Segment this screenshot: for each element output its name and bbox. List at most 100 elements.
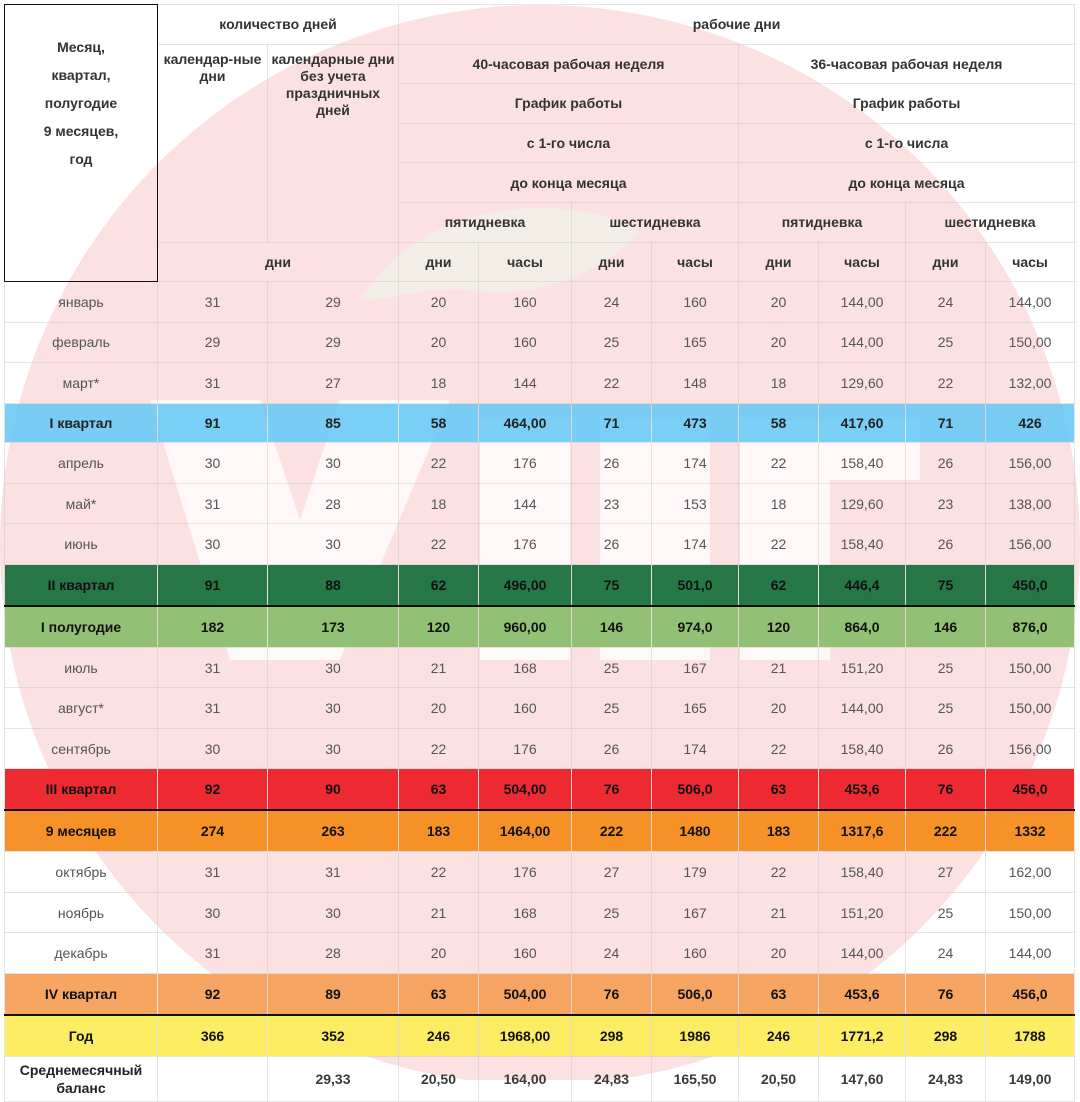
table-cell: 76 [905, 768, 986, 811]
table-cell: 21 [738, 891, 819, 934]
row-label: июль [4, 646, 158, 689]
summary-row: II квартал 91 88 62 496,00 75 501,0 62 446,4 75 45… [4, 563, 1076, 607]
table-row: сентябрь 30 30 22 176 26 174 22 158,40 26 156,00 [4, 727, 1076, 770]
table-cell: 25 [905, 687, 986, 729]
table-cell: 29 [157, 321, 268, 364]
calendar-table: Месяц, квартал, полугодие 9 месяцев, год кол… [4, 3, 1076, 1102]
table-cell: 129,60 [818, 482, 906, 525]
table-cell: 153 [651, 482, 739, 525]
table-cell: 62 [398, 563, 479, 607]
table-cell: 165,50 [651, 1055, 739, 1102]
table-cell: 58 [398, 402, 479, 444]
table-cell: 298 [571, 1013, 652, 1057]
table-cell: 1986 [651, 1013, 739, 1057]
table-cell: 158,40 [818, 442, 906, 484]
table-header: Месяц, квартал, полугодие 9 месяцев, год кол… [4, 3, 1076, 283]
hours-header: часы [984, 241, 1076, 283]
table-cell: 1464,00 [478, 809, 572, 853]
table-cell: 168 [478, 646, 572, 689]
table-cell: 22 [738, 851, 819, 893]
table-cell: 25 [571, 687, 652, 729]
summary-row: Год 366 352 246 1968,00 298 1986 246 1771,2 298 17… [4, 1013, 1076, 1057]
table-cell: 504,00 [478, 768, 572, 811]
table-cell: 63 [738, 768, 819, 811]
table-cell: 29 [267, 281, 399, 323]
table-cell: 90 [267, 768, 399, 811]
table-cell: 174 [651, 727, 739, 770]
table-cell: 876,0 [984, 604, 1076, 648]
week36-header: 36-часовая рабочая неделя [737, 43, 1076, 85]
table-cell: 453,6 [818, 972, 906, 1016]
table-cell: 92 [157, 768, 268, 811]
table-cell: 29 [267, 321, 399, 364]
table-cell: 22 [738, 523, 819, 565]
table-row: октябрь 31 31 22 176 27 179 22 158,40 27 162,00 [4, 851, 1076, 893]
row-label: I квартал [4, 402, 158, 444]
table-cell: 1788 [984, 1013, 1076, 1057]
table-cell: 165 [651, 687, 739, 729]
table-cell: 138,00 [984, 482, 1076, 525]
table-cell: 76 [905, 972, 986, 1016]
table-cell: 25 [571, 646, 652, 689]
table-cell: 174 [651, 442, 739, 484]
row-label: октябрь [4, 851, 158, 893]
days-count-header: количество дней [157, 4, 399, 45]
table-cell: 120 [738, 604, 819, 648]
table-cell: 26 [571, 727, 652, 770]
table-cell: 18 [738, 482, 819, 525]
table-cell: 28 [267, 932, 399, 974]
table-cell: 496,00 [478, 563, 572, 607]
table-cell: 26 [905, 442, 986, 484]
table-cell: 146 [905, 604, 986, 648]
table-cell: 246 [398, 1013, 479, 1057]
row-label: 9 месяцев [4, 809, 158, 853]
six-day-header-36: шестидневка [904, 201, 1076, 243]
table-cell: 146 [571, 604, 652, 648]
table-cell: 62 [738, 563, 819, 607]
table-cell: 25 [905, 321, 986, 364]
table-cell: 158,40 [818, 727, 906, 770]
table-cell: 456,0 [984, 972, 1076, 1016]
table-cell: 22 [398, 442, 479, 484]
table-cell: 71 [905, 402, 986, 444]
table-cell: 76 [571, 768, 652, 811]
table-body: январь 31 29 20 160 24 160 20 144,00 24 144,00 февр… [4, 281, 1076, 1102]
table-cell: 464,00 [478, 402, 572, 444]
table-cell: 31 [157, 932, 268, 974]
table-cell: 20 [738, 321, 819, 364]
table-cell: 158,40 [818, 851, 906, 893]
days-unit-header: дни [157, 241, 399, 283]
table-cell: 150,00 [984, 687, 1076, 729]
row-label: апрель [4, 442, 158, 484]
table-cell: 298 [905, 1013, 986, 1057]
table-cell: 29,33 [267, 1055, 399, 1102]
table-cell: 28 [267, 482, 399, 525]
row-label: март* [4, 362, 158, 404]
table-cell: 366 [157, 1013, 268, 1057]
table-cell: 31 [157, 281, 268, 323]
summary-row: Среднемесячный баланс 29,33 20,50 164,00 24,… [4, 1055, 1076, 1102]
table-cell: 27 [571, 851, 652, 893]
calendar-days-header: календар-ные дни [157, 43, 268, 243]
table-cell: 25 [905, 646, 986, 689]
table-cell: 21 [398, 891, 479, 934]
row-label: май* [4, 482, 158, 525]
to-end-header-40: до конца месяца [398, 162, 739, 203]
table-cell: 30 [157, 727, 268, 770]
table-cell: 173 [267, 604, 399, 648]
table-cell: 164,00 [478, 1055, 572, 1102]
table-cell: 85 [267, 402, 399, 444]
table-cell: 144,00 [818, 321, 906, 364]
table-cell: 22 [738, 727, 819, 770]
table-cell: 30 [267, 442, 399, 484]
table-cell: 1317,6 [818, 809, 906, 853]
table-cell: 25 [905, 891, 986, 934]
table-cell: 22 [738, 442, 819, 484]
table-cell: 150,00 [984, 891, 1076, 934]
table-row: апрель 30 30 22 176 26 174 22 158,40 26 156,00 [4, 442, 1076, 484]
summary-row: IV квартал 92 89 63 504,00 76 506,0 63 453,6 76 45… [4, 972, 1076, 1016]
summary-row: I квартал 91 85 58 464,00 71 473 58 417,60 71 426 [4, 402, 1076, 444]
table-cell: 27 [905, 851, 986, 893]
table-cell: 91 [157, 402, 268, 444]
schedule-header-40: График работы [398, 83, 739, 124]
